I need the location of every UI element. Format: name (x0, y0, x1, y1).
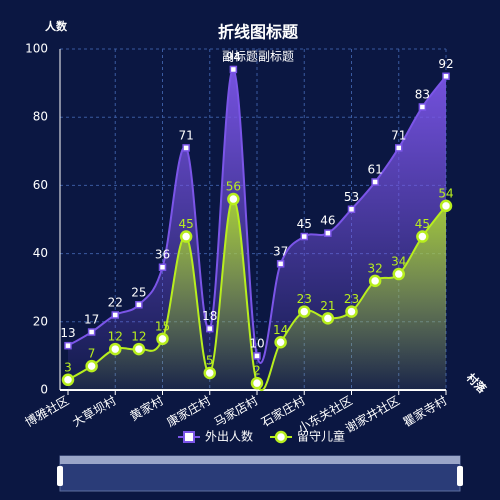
zoom-handle[interactable] (57, 466, 63, 486)
point (87, 328, 96, 336)
legend-label: 外出人数 (205, 429, 253, 444)
y-tick-label: 60 (33, 178, 48, 192)
point (135, 301, 143, 309)
data-label: 56 (226, 180, 241, 194)
legend-symbol (183, 431, 195, 443)
data-label: 53 (344, 190, 359, 204)
point (321, 312, 335, 325)
legend-label: 留守儿童 (297, 429, 345, 444)
data-label: 92 (438, 57, 453, 71)
point (442, 72, 450, 81)
y-tick-label: 20 (33, 314, 48, 328)
y-tick-label: 0 (40, 383, 48, 397)
point (418, 103, 427, 111)
data-label: 34 (391, 255, 406, 269)
point (85, 359, 98, 373)
data-label: 71 (391, 128, 406, 142)
point (347, 205, 356, 214)
data-label: 71 (178, 128, 193, 142)
chart-subtitle: 副标题副标题 (222, 50, 294, 64)
point (253, 352, 261, 360)
x-tick-label: 马家店村 (211, 393, 260, 430)
data-zoom[interactable] (57, 455, 463, 492)
data-label: 32 (367, 261, 382, 275)
point (395, 144, 403, 152)
zoom-handle[interactable] (457, 466, 463, 486)
x-tick-label: 博雅社区 (22, 393, 71, 430)
x-tick-label: 大草坝村 (70, 394, 119, 430)
data-label: 54 (438, 186, 453, 200)
legend-symbol (274, 430, 288, 444)
point (61, 373, 75, 387)
point (392, 267, 405, 281)
data-label: 5 (206, 353, 214, 367)
zoom-bar[interactable] (60, 456, 460, 464)
point (109, 342, 122, 356)
data-label: 46 (320, 214, 335, 228)
data-label: 45 (178, 217, 193, 231)
data-label: 14 (273, 323, 288, 337)
point (156, 332, 169, 346)
x-tick-label: 黄家村 (127, 393, 166, 424)
line (67, 68, 447, 364)
x-tick-label: 瞿家寺村 (400, 393, 449, 430)
point (179, 230, 193, 243)
y-tick-label: 100 (25, 42, 48, 56)
data-label: 2 (253, 364, 261, 378)
chart-title: 折线图标题 (218, 23, 299, 42)
data-label: 61 (367, 162, 382, 176)
y-tick-label: 80 (33, 110, 48, 124)
x-tick-label: 谢家井社区 (343, 393, 402, 436)
data-label: 94 (226, 50, 241, 64)
data-label: 22 (108, 295, 123, 309)
point (203, 366, 216, 380)
data-label: 17 (84, 313, 99, 327)
data-label: 12 (108, 330, 123, 344)
data-label: 21 (320, 299, 335, 313)
point (371, 178, 379, 186)
point (416, 230, 429, 243)
point (276, 260, 285, 268)
data-label: 23 (297, 292, 312, 306)
point (158, 263, 167, 271)
data-label: 7 (88, 347, 96, 361)
data-label: 36 (155, 248, 170, 262)
data-label: 3 (64, 360, 72, 374)
point (345, 305, 358, 318)
point (274, 336, 287, 349)
point (182, 144, 190, 152)
data-label: 10 (249, 336, 264, 350)
point (64, 341, 72, 350)
data-label: 45 (415, 217, 430, 231)
point (368, 274, 382, 288)
data-label: 45 (297, 217, 312, 231)
data-label: 18 (202, 309, 217, 323)
point (439, 199, 453, 213)
point (111, 311, 119, 319)
x-tick-label: 康家庄村 (164, 393, 213, 430)
point (206, 324, 214, 333)
point (324, 229, 332, 237)
data-label: 37 (273, 244, 288, 258)
data-label: 23 (344, 292, 359, 306)
point (300, 232, 308, 241)
point (250, 376, 264, 390)
data-label: 13 (60, 326, 75, 340)
data-label: 15 (155, 319, 170, 333)
y-tick-label: 40 (33, 246, 48, 260)
x-axis-label: 村落 (464, 370, 490, 396)
data-label: 12 (131, 330, 146, 344)
point (298, 305, 311, 318)
data-label: 83 (415, 87, 430, 101)
data-label: 25 (131, 285, 146, 299)
y-axis-label: 人数 (45, 19, 68, 33)
point (132, 342, 146, 356)
point (227, 192, 240, 206)
point (229, 65, 238, 74)
